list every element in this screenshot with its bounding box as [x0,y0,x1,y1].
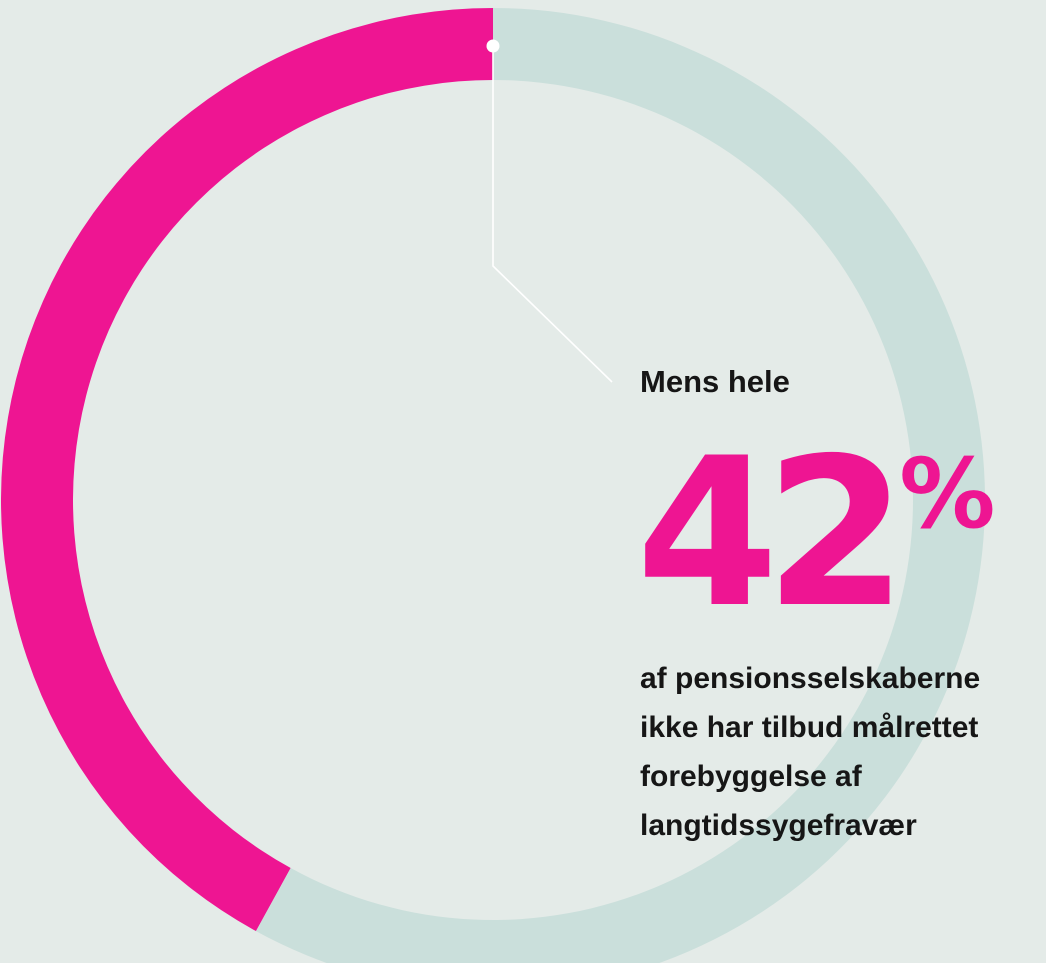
donut-slices [0,8,985,963]
callout-description: af pensionsselskaberne ikke har tilbud m… [640,654,1044,850]
description-line-3: forebyggelse af [640,760,862,793]
description-line-4: langtidssygefravær [640,809,917,842]
percentage-value: 42 [636,415,907,653]
description-line-1: af pensionsselskaberne [640,662,981,695]
description-line-2: ikke har tilbud målrettet [640,711,979,744]
callout-leader [486,39,613,383]
donut-slice-1 [0,8,493,932]
leader-line [492,46,613,383]
percentage-sign: % [899,438,996,550]
leader-dot [486,39,500,53]
callout-lead-text: Mens hele [640,364,790,399]
big-percentage: 42 % [636,432,995,637]
